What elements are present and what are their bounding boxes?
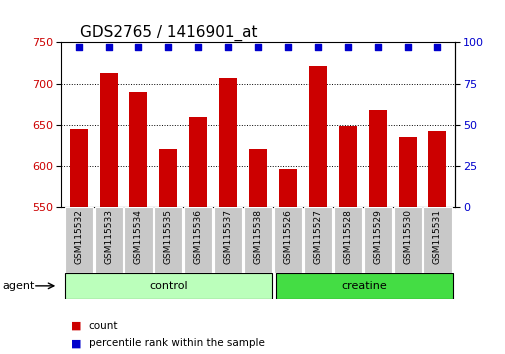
Bar xyxy=(248,149,267,207)
Text: GSM115534: GSM115534 xyxy=(134,209,143,264)
Bar xyxy=(99,73,117,207)
Text: GSM115527: GSM115527 xyxy=(313,209,322,264)
Point xyxy=(313,45,321,50)
Text: count: count xyxy=(88,321,118,331)
Text: control: control xyxy=(149,281,187,291)
Bar xyxy=(363,207,391,273)
Text: GSM115528: GSM115528 xyxy=(342,209,351,264)
Bar xyxy=(154,207,182,273)
Bar xyxy=(189,116,207,207)
Bar xyxy=(278,169,296,207)
Bar xyxy=(398,137,416,207)
Bar xyxy=(275,273,452,299)
Bar xyxy=(303,207,331,273)
Bar xyxy=(70,129,87,207)
Text: agent: agent xyxy=(3,281,35,291)
Bar xyxy=(184,207,212,273)
Text: GSM115531: GSM115531 xyxy=(432,209,441,264)
Point xyxy=(254,45,262,50)
Point xyxy=(74,45,82,50)
Bar xyxy=(273,207,301,273)
Point xyxy=(105,45,113,50)
Text: ■: ■ xyxy=(71,321,81,331)
Bar xyxy=(214,207,242,273)
Point xyxy=(134,45,142,50)
Text: GDS2765 / 1416901_at: GDS2765 / 1416901_at xyxy=(80,25,258,41)
Bar xyxy=(124,207,152,273)
Text: GSM115526: GSM115526 xyxy=(283,209,292,264)
Bar xyxy=(428,131,445,207)
Text: GSM115529: GSM115529 xyxy=(372,209,381,264)
Point xyxy=(164,45,172,50)
Point xyxy=(283,45,291,50)
Bar xyxy=(243,207,272,273)
Bar xyxy=(308,66,326,207)
Point xyxy=(433,45,441,50)
Bar xyxy=(65,273,272,299)
Bar xyxy=(338,126,356,207)
Bar xyxy=(94,207,122,273)
Text: percentile rank within the sample: percentile rank within the sample xyxy=(88,338,264,348)
Bar xyxy=(159,149,177,207)
Text: GSM115530: GSM115530 xyxy=(402,209,411,264)
Text: GSM115535: GSM115535 xyxy=(164,209,173,264)
Point xyxy=(194,45,202,50)
Bar xyxy=(368,110,386,207)
Bar xyxy=(129,92,147,207)
Bar xyxy=(333,207,361,273)
Text: creatine: creatine xyxy=(341,281,387,291)
Text: GSM115536: GSM115536 xyxy=(193,209,203,264)
Point xyxy=(224,45,232,50)
Point xyxy=(373,45,381,50)
Point xyxy=(402,45,411,50)
Bar xyxy=(423,207,450,273)
Bar xyxy=(393,207,421,273)
Bar xyxy=(219,78,237,207)
Text: GSM115532: GSM115532 xyxy=(74,209,83,264)
Text: GSM115537: GSM115537 xyxy=(223,209,232,264)
Bar xyxy=(65,207,92,273)
Point xyxy=(343,45,351,50)
Text: GSM115533: GSM115533 xyxy=(104,209,113,264)
Text: ■: ■ xyxy=(71,338,81,348)
Text: GSM115538: GSM115538 xyxy=(253,209,262,264)
